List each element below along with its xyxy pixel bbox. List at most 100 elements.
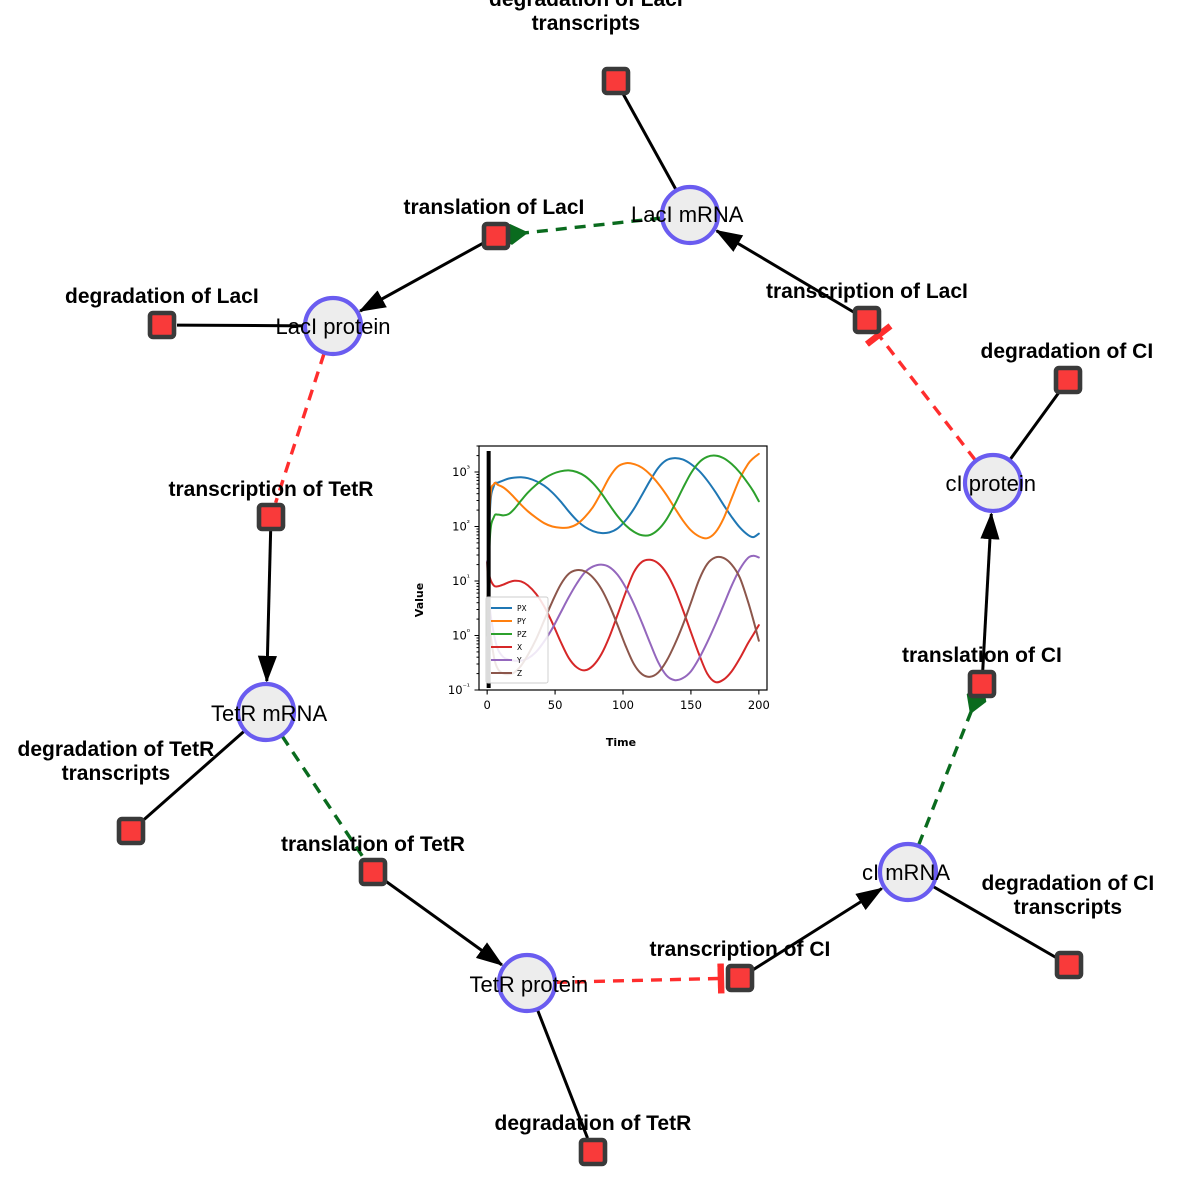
reaction-label-transc_laci: transcription of LacI	[766, 280, 968, 304]
reaction-node-deg_tetr_transcripts[interactable]	[116, 816, 146, 846]
legend-label-PX: PX	[517, 604, 527, 613]
plot-body: 10⁻¹ 10⁰ 10¹ 10² 10³ 0 50 100 150 200 PX PY PZ XYZ	[448, 445, 770, 712]
reaction-node-deg_laci[interactable]	[147, 310, 177, 340]
reaction-node-deg_tetr[interactable]	[578, 1137, 608, 1167]
reaction-label-transc_tetr: transcription of TetR	[169, 478, 374, 502]
species-label-ci_mrna: cI mRNA	[862, 859, 950, 886]
species-node-ci_protein[interactable]	[962, 452, 1024, 514]
species-node-tetr_protein[interactable]	[496, 952, 558, 1014]
timecourse-plot-inset: 10⁻¹ 10⁰ 10¹ 10² 10³ 0 50 100 150 200 PX PY PZ X Y Z Ti…	[401, 428, 780, 760]
y-tick-label: 10¹	[452, 573, 470, 588]
timecourse-plot-svg: 10⁻¹ 10⁰ 10¹ 10² 10³ 0 50 100 150 200 PX PY PZ XYZ Ti…	[401, 428, 780, 760]
species-label-laci_mrna-line: LacI mRNA	[631, 201, 744, 227]
edge-tetr_protein-to-deg_tetr	[536, 1009, 589, 1139]
edge-transc_laci-to-laci_mrna	[715, 229, 857, 315]
reaction-label-transl_laci: translation of LacI	[404, 196, 585, 220]
edge-ci_mrna-to-transl_ci	[917, 681, 987, 846]
reaction-label-deg_laci: degradation of LacI	[65, 285, 259, 309]
reaction-label-deg_ci_transcripts-line: degradation of CI	[981, 872, 1155, 895]
reaction-label-deg_laci_transcripts: degradation of LacItranscripts	[489, 0, 683, 35]
legend-label-PZ: PZ	[517, 630, 527, 639]
species-node-laci_mrna[interactable]	[659, 184, 721, 246]
reaction-label-transl_ci-line: translation of CI	[902, 644, 1062, 667]
reaction-label-transl_tetr-line: translation of TetR	[281, 833, 465, 856]
reaction-node-transc_laci[interactable]	[852, 305, 882, 335]
reaction-label-transc_laci-line: transcription of LacI	[766, 280, 968, 303]
edge-transl_tetr-to-tetr_protein	[382, 878, 504, 967]
edge-laci_protein-to-transc_tetr	[274, 353, 326, 504]
edge-ci_protein-to-transc_laci	[864, 323, 977, 462]
node-layer	[116, 66, 1084, 1167]
edge-laci_mrna-to-transl_laci	[493, 216, 662, 245]
chart-legend: PX PY PZ XYZ	[485, 596, 549, 684]
x-axis-label: Time	[606, 736, 636, 749]
species-label-tetr_mrna: TetR mRNA	[211, 701, 327, 727]
reaction-node-transc_tetr[interactable]	[256, 502, 286, 532]
reaction-node-deg_ci[interactable]	[1053, 365, 1083, 395]
y-tick-label: 10⁻¹	[448, 682, 470, 697]
reaction-label-deg_tetr_transcripts-line: degradation of TetR	[17, 738, 215, 761]
reaction-node-transl_laci[interactable]	[481, 221, 511, 251]
reaction-label-deg_ci-line: degradation of CI	[980, 340, 1154, 363]
x-tick-label: 100	[612, 698, 634, 712]
edge-ci_protein-to-deg_ci	[1008, 391, 1061, 461]
legend-label-X: X	[517, 643, 522, 652]
legend-label-Z: Z	[517, 669, 522, 678]
edge-ci_mrna-to-deg_ci_transcripts	[932, 885, 1057, 959]
series-line-PX	[486, 457, 760, 637]
edge-tetr_mrna-to-transl_tetr	[280, 735, 367, 861]
reaction-node-transc_ci[interactable]	[725, 963, 755, 993]
species-label-tetr_protein-line: TetR protein	[469, 971, 589, 997]
legend-label-PY: PY	[517, 617, 526, 626]
reaction-label-transc_tetr-line: transcription of TetR	[168, 478, 374, 501]
species-label-laci_mrna: LacI mRNA	[631, 201, 744, 228]
y-tick-label: 10⁰	[452, 628, 470, 643]
reaction-label-deg_laci-line: degradation of LacI	[65, 285, 259, 308]
reaction-label-deg_laci_transcripts-line: transcripts	[531, 11, 641, 35]
legend-label-Y: Y	[516, 656, 522, 665]
species-label-laci_protein-line: LacI protein	[275, 313, 391, 339]
series-layer	[486, 451, 760, 688]
y-axis-label: Value	[413, 583, 426, 617]
species-node-ci_mrna[interactable]	[877, 841, 939, 903]
x-tick-label: 0	[483, 698, 490, 712]
reaction-node-transl_ci[interactable]	[967, 669, 997, 699]
y-tick-label: 10²	[452, 519, 470, 534]
reaction-label-transl_laci-line: translation of LacI	[403, 196, 585, 219]
reaction-node-deg_laci_transcripts[interactable]	[601, 66, 631, 96]
species-label-ci_protein: cI protein	[945, 470, 1037, 497]
species-label-ci_protein-line: cI protein	[945, 470, 1037, 496]
legend-background	[485, 596, 549, 684]
edge-tetr_mrna-to-deg_tetr_transcripts	[141, 730, 246, 823]
edge-laci_mrna-to-deg_laci_transcripts	[621, 93, 678, 191]
x-tick-label: 150	[680, 698, 702, 712]
series-line-PZ	[486, 454, 760, 637]
edge-transc_tetr-to-tetr_mrna	[257, 529, 278, 683]
species-node-tetr_mrna[interactable]	[235, 681, 297, 743]
species-label-laci_protein: LacI protein	[275, 313, 391, 340]
edge-transl_laci-to-laci_protein	[358, 240, 486, 313]
reaction-label-transc_ci-line: transcription of CI	[649, 938, 831, 961]
x-tick-label: 200	[748, 698, 770, 712]
species-node-laci_protein[interactable]	[302, 295, 364, 357]
reaction-label-deg_ci: degradation of CI	[981, 340, 1154, 364]
reaction-label-transl_ci: translation of CI	[902, 644, 1062, 668]
reaction-label-deg_tetr: degradation of TetR	[495, 1112, 692, 1136]
edge-layer	[141, 93, 1061, 1139]
reaction-label-deg_ci_transcripts: degradation of CI transcripts	[982, 872, 1155, 919]
reaction-node-transl_tetr[interactable]	[358, 857, 388, 887]
y-tick-label: 10³	[452, 464, 470, 479]
species-label-ci_mrna-line: cI mRNA	[862, 859, 950, 885]
edge-tetr_protein-to-transc_ci	[555, 963, 726, 994]
reaction-label-deg_tetr-line: degradation of TetR	[494, 1112, 692, 1135]
x-tick-label: 50	[548, 698, 563, 712]
reaction-node-deg_ci_transcripts[interactable]	[1054, 950, 1084, 980]
reaction-label-transl_tetr: translation of TetR	[281, 833, 465, 857]
edge-transc_ci-to-ci_mrna	[750, 887, 884, 973]
series-line-X	[486, 558, 760, 684]
reaction-label-deg_tetr_transcripts-line: transcripts	[61, 761, 171, 785]
reaction-label-transc_ci: transcription of CI	[650, 938, 831, 962]
species-label-tetr_protein: TetR protein	[469, 971, 589, 998]
